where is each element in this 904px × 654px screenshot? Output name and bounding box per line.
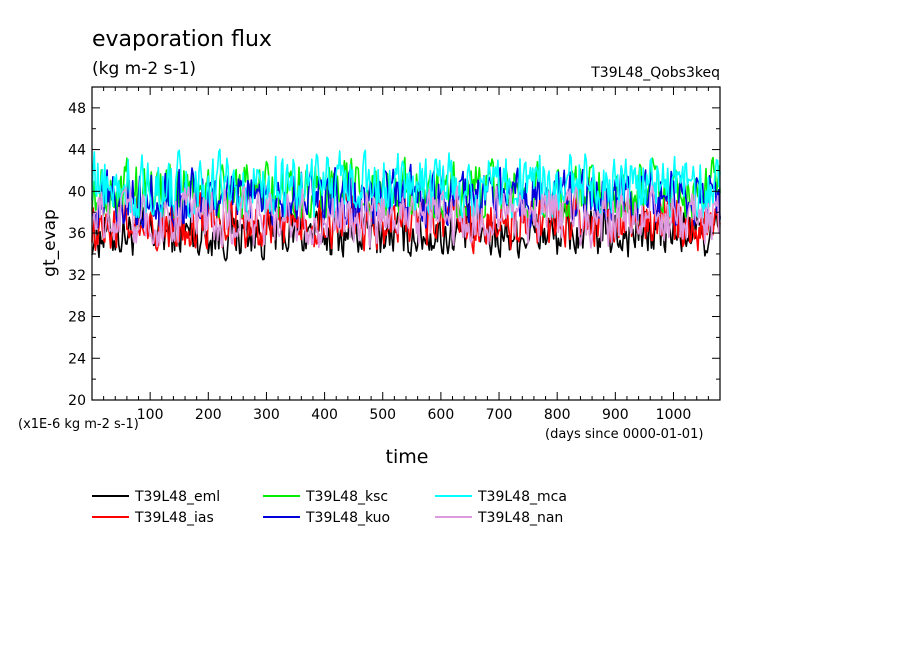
y-tick-label: 48 [68,101,86,117]
series-layer [91,148,721,262]
x-axis-label: time [386,446,429,468]
x-tick-label: 700 [486,407,513,423]
y-tick-label: 40 [68,184,86,200]
y-tick-label: 24 [68,351,86,367]
x-tick-label: 600 [428,407,455,423]
axes-layer: 20 24 28 32 36 40 44 48 100 200 300 400 500 600 700 800… [68,86,720,423]
x-tick-label: 400 [311,407,338,423]
legend-label-T39L48_kuo: T39L48_kuo [305,510,390,526]
y-tick-label: 20 [68,393,86,409]
x-tick-label: 1000 [656,407,692,423]
x-tick-label: 300 [253,407,280,423]
legend-label-T39L48_nan: T39L48_nan [477,510,563,526]
y-tick-label: 32 [68,268,86,284]
legend-label-T39L48_ias: T39L48_ias [134,510,214,526]
x-tick-label: 900 [602,407,629,423]
y-tick-label: 36 [68,226,86,242]
x-tick-label: 500 [369,407,396,423]
legend-label-T39L48_ksc: T39L48_ksc [305,489,388,505]
series-line-T39L48_nan [91,185,721,249]
y-axis-label: gt_evap [40,209,60,277]
legend-label-T39L48_mca: T39L48_mca [477,489,567,505]
x-tick-label: 100 [137,407,164,423]
x-tick-label: 200 [195,407,222,423]
legend: T39L48_eml T39L48_ias T39L48_ksc T39L48_kuo… [92,489,567,526]
chart-subtitle: (kg m-2 s-1) [92,59,196,79]
run-label: T39L48_Qobs3keq [590,65,720,81]
x-tick-label: 800 [544,407,571,423]
y-tick-label: 44 [68,143,86,159]
y-tick-label: 28 [68,310,86,326]
x-unit-note: (days since 0000-01-01) [545,427,703,442]
y-scale-note: (x1E-6 kg m-2 s-1) [18,417,139,432]
legend-label-T39L48_eml: T39L48_eml [134,489,220,505]
chart-title: evaporation flux [92,27,272,52]
series-line-T39L48_mca [91,148,721,219]
